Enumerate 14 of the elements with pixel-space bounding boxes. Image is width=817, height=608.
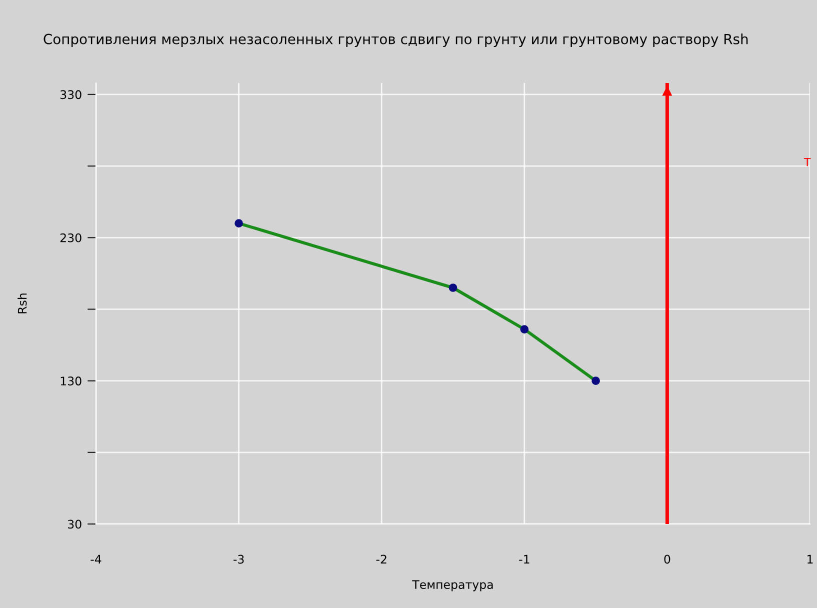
y-tick-label: 30 xyxy=(68,520,82,529)
x-tick-label: -1 xyxy=(519,554,530,564)
y-tick-label: 230 xyxy=(60,233,82,242)
x-tick-label: -3 xyxy=(233,554,244,564)
x-tick-label: 0 xyxy=(664,554,670,564)
x-tick-label: -4 xyxy=(90,554,102,564)
y-axis-title: Rsh xyxy=(18,294,27,314)
annotation: T xyxy=(804,158,811,166)
x-tick-label: -2 xyxy=(376,554,386,564)
x-tick-label: 1 xyxy=(808,554,813,564)
chart-title: Сопротивления мерзлых незасоленных грунтов сдвигу по грунту или грунтовому раствору Rsh xyxy=(44,34,748,47)
y-tick-label: 330 xyxy=(60,90,82,100)
y-tick-label: 130 xyxy=(60,376,82,386)
x-axis-title: Температура xyxy=(412,580,493,592)
